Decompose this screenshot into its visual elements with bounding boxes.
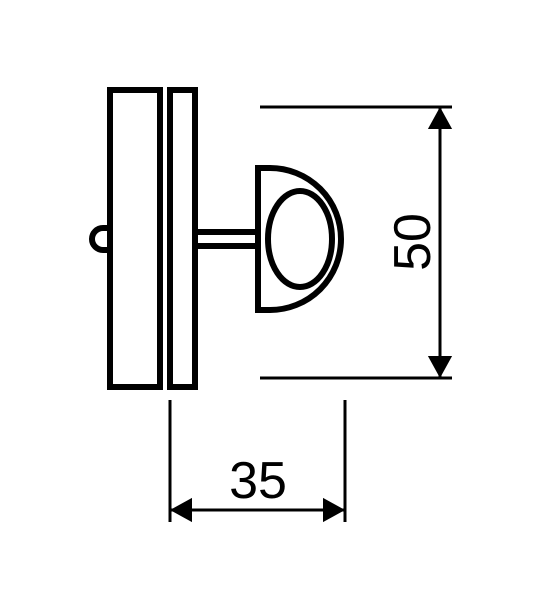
dim-h-label: 35 bbox=[229, 452, 287, 510]
shaft bbox=[195, 232, 258, 246]
dim-v-label: 50 bbox=[384, 213, 442, 271]
midplate bbox=[170, 90, 195, 387]
backplate bbox=[110, 90, 160, 387]
knob-face bbox=[268, 191, 332, 287]
